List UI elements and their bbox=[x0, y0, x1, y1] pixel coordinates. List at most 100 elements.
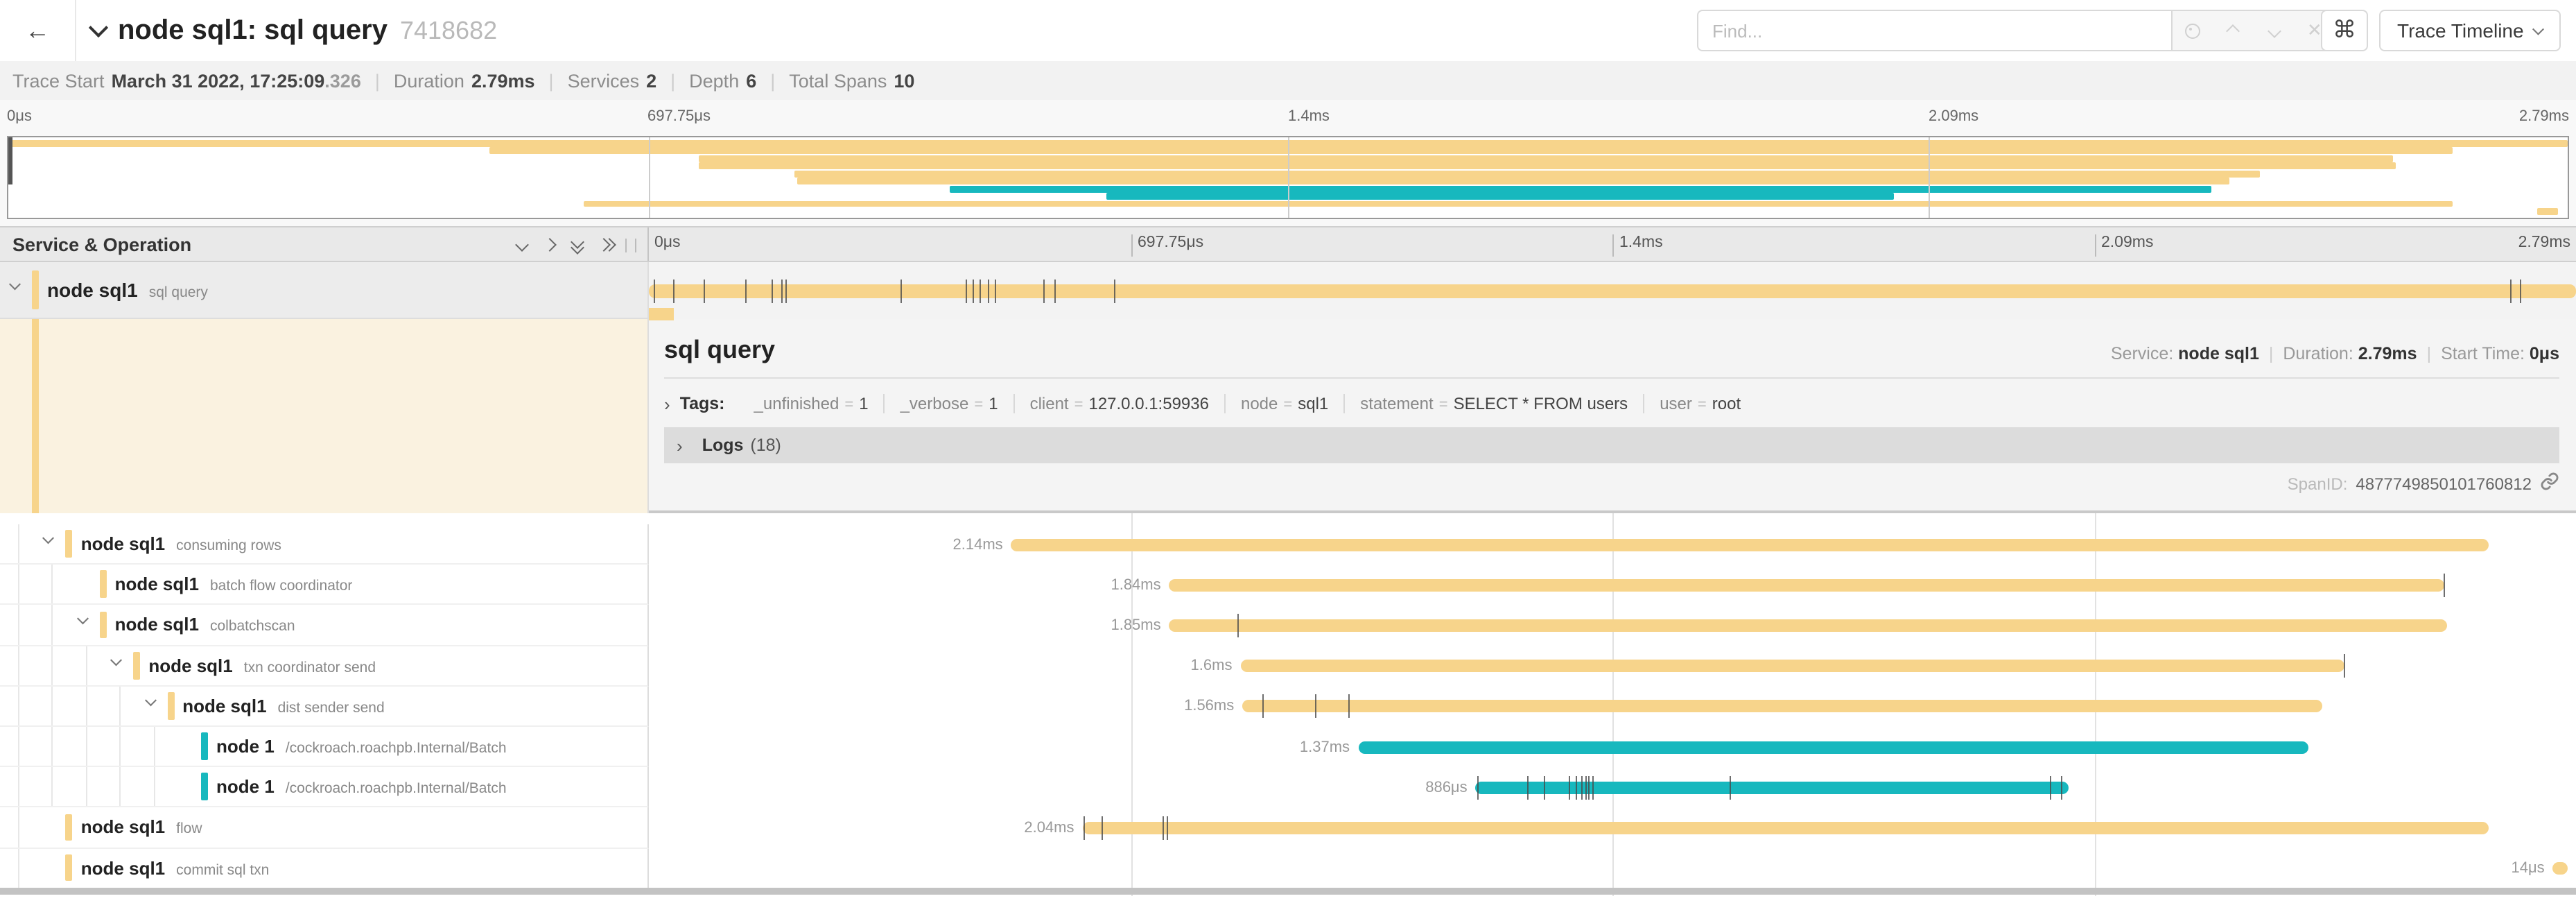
span-row[interactable]: node sql1 commit sql txn 14μs bbox=[0, 848, 2576, 889]
log-marker[interactable] bbox=[995, 279, 997, 302]
span-name-cell[interactable]: node 1/cockroach.roachpb.Internal/Batch bbox=[0, 767, 649, 808]
span-row[interactable]: node sql1 colbatchscan 1.85ms bbox=[0, 605, 2576, 646]
span-name-cell[interactable]: node sql1 batch flow coordinator bbox=[0, 565, 649, 605]
expand-chevron-down-icon[interactable] bbox=[111, 653, 122, 669]
log-marker[interactable] bbox=[987, 279, 989, 302]
span-bar[interactable] bbox=[1240, 660, 2345, 673]
expand-chevron-down-icon[interactable] bbox=[43, 532, 55, 547]
log-marker[interactable] bbox=[980, 279, 982, 302]
span-name-cell[interactable]: node sql1 sql query bbox=[0, 262, 649, 319]
span-timeline-cell[interactable]: 1.6ms bbox=[649, 646, 2576, 686]
span-timeline-cell[interactable]: 2.04ms bbox=[649, 808, 2576, 848]
span-row[interactable]: node sql1 consuming rows 2.14ms bbox=[0, 524, 2576, 565]
view-switcher-button[interactable]: Trace Timeline bbox=[2379, 10, 2561, 51]
span-name-cell[interactable]: node sql1 txn coordinator send bbox=[0, 646, 649, 687]
span-bar[interactable] bbox=[1082, 821, 2489, 834]
span-row[interactable]: node 1/cockroach.roachpb.Internal/Batch 1… bbox=[0, 726, 2576, 768]
log-marker[interactable] bbox=[1101, 816, 1103, 840]
log-marker[interactable] bbox=[1043, 279, 1045, 302]
logs-expand-chevron-right-icon[interactable]: › bbox=[677, 435, 683, 456]
log-marker[interactable] bbox=[1314, 694, 1316, 719]
log-marker[interactable] bbox=[1163, 816, 1165, 840]
log-marker[interactable] bbox=[900, 279, 903, 302]
expand-one-chevron-right-icon[interactable] bbox=[543, 232, 557, 257]
next-result-chevron-down-icon[interactable] bbox=[2261, 18, 2286, 43]
log-marker[interactable] bbox=[1544, 775, 1546, 800]
log-marker[interactable] bbox=[972, 279, 974, 302]
log-marker[interactable] bbox=[2444, 573, 2446, 597]
span-timeline-cell[interactable] bbox=[649, 262, 2576, 319]
span-timeline-cell[interactable]: 1.56ms bbox=[649, 687, 2576, 727]
expand-chevron-down-icon[interactable] bbox=[77, 613, 88, 628]
span-timeline-cell[interactable]: 886μs bbox=[649, 767, 2576, 807]
list-bottom-scrollbar[interactable] bbox=[0, 888, 2576, 895]
span-bar[interactable] bbox=[1011, 538, 2489, 551]
span-row[interactable]: node sql1 txn coordinator send 1.6ms bbox=[0, 646, 2576, 687]
minimap-drag-handle[interactable] bbox=[8, 137, 12, 184]
span-timeline-cell[interactable]: 14μs bbox=[649, 848, 2576, 888]
span-name-cell[interactable]: node sql1 commit sql txn bbox=[0, 848, 649, 889]
minimap-canvas[interactable] bbox=[7, 136, 2569, 219]
collapse-trace-chevron-down-icon[interactable] bbox=[88, 17, 109, 38]
log-marker[interactable] bbox=[1588, 775, 1590, 800]
span-bar[interactable] bbox=[2552, 862, 2568, 875]
log-marker[interactable] bbox=[1526, 775, 1529, 800]
log-marker[interactable] bbox=[1575, 775, 1577, 800]
log-marker[interactable] bbox=[785, 279, 787, 302]
prev-result-chevron-up-icon[interactable] bbox=[2221, 18, 2246, 43]
collapse-all-icon[interactable] bbox=[571, 234, 584, 254]
keyboard-shortcuts-button[interactable]: ⌘ bbox=[2321, 10, 2368, 51]
span-name-cell[interactable]: node sql1 dist sender send bbox=[0, 686, 649, 727]
span-timeline-cell[interactable]: 2.14ms bbox=[649, 524, 2576, 565]
tags-expand-chevron-right-icon[interactable]: › bbox=[664, 393, 670, 414]
logs-row[interactable]: › Logs (18) bbox=[664, 427, 2559, 463]
span-row[interactable]: node 1/cockroach.roachpb.Internal/Batch 8… bbox=[0, 767, 2576, 808]
log-marker[interactable] bbox=[2509, 279, 2512, 302]
log-marker[interactable] bbox=[1581, 775, 1583, 800]
span-bar[interactable] bbox=[1169, 578, 2445, 592]
span-row[interactable]: node sql1 dist sender send 1.56ms bbox=[0, 686, 2576, 727]
span-timeline-cell[interactable]: 1.85ms bbox=[649, 605, 2576, 646]
span-name-cell[interactable]: node sql1 consuming rows bbox=[0, 524, 649, 565]
log-marker[interactable] bbox=[781, 279, 783, 302]
find-input[interactable] bbox=[1697, 10, 2171, 51]
span-bar[interactable] bbox=[649, 284, 2576, 298]
span-bar[interactable] bbox=[1475, 781, 2069, 794]
span-timeline-cell[interactable]: 1.84ms bbox=[649, 565, 2576, 605]
log-marker[interactable] bbox=[2060, 775, 2062, 800]
tags-row[interactable]: › Tags: _unfinished = 1 _verbose = 1 client = 127.… bbox=[664, 388, 1756, 419]
expand-chevron-down-icon[interactable] bbox=[9, 278, 21, 293]
span-bar[interactable] bbox=[1358, 741, 2308, 754]
span-bar[interactable] bbox=[1242, 700, 2322, 713]
log-marker[interactable] bbox=[1477, 775, 1479, 800]
log-marker[interactable] bbox=[2049, 775, 2051, 800]
log-marker[interactable] bbox=[1166, 816, 1168, 840]
back-icon[interactable]: ← bbox=[25, 17, 50, 44]
collapse-one-chevron-down-icon[interactable] bbox=[515, 232, 529, 257]
log-marker[interactable] bbox=[1592, 775, 1594, 800]
span-name-cell[interactable]: node sql1 colbatchscan bbox=[0, 605, 649, 646]
locate-icon[interactable] bbox=[2180, 18, 2205, 43]
link-icon[interactable] bbox=[2540, 472, 2559, 495]
span-row[interactable]: node sql1 flow 2.04ms bbox=[0, 807, 2576, 848]
log-marker[interactable] bbox=[2344, 654, 2346, 678]
log-marker[interactable] bbox=[1348, 694, 1350, 719]
log-marker[interactable] bbox=[771, 279, 773, 302]
log-marker[interactable] bbox=[2519, 279, 2521, 302]
expand-chevron-down-icon[interactable] bbox=[144, 694, 156, 709]
log-marker[interactable] bbox=[1585, 775, 1587, 800]
log-marker[interactable] bbox=[673, 279, 675, 302]
clear-search-icon[interactable]: ✕ bbox=[2306, 19, 2322, 40]
column-resizer-handle[interactable] bbox=[625, 239, 636, 252]
expand-all-icon[interactable] bbox=[596, 237, 616, 251]
log-marker[interactable] bbox=[1569, 775, 1571, 800]
log-marker[interactable] bbox=[704, 279, 706, 302]
log-marker[interactable] bbox=[745, 279, 746, 302]
span-name-cell[interactable]: node 1/cockroach.roachpb.Internal/Batch bbox=[0, 726, 649, 768]
log-marker[interactable] bbox=[1084, 816, 1086, 840]
log-marker[interactable] bbox=[1262, 694, 1264, 719]
log-marker[interactable] bbox=[1114, 279, 1116, 302]
log-marker[interactable] bbox=[1729, 775, 1731, 800]
log-marker[interactable] bbox=[1054, 279, 1056, 302]
log-marker[interactable] bbox=[966, 279, 968, 302]
